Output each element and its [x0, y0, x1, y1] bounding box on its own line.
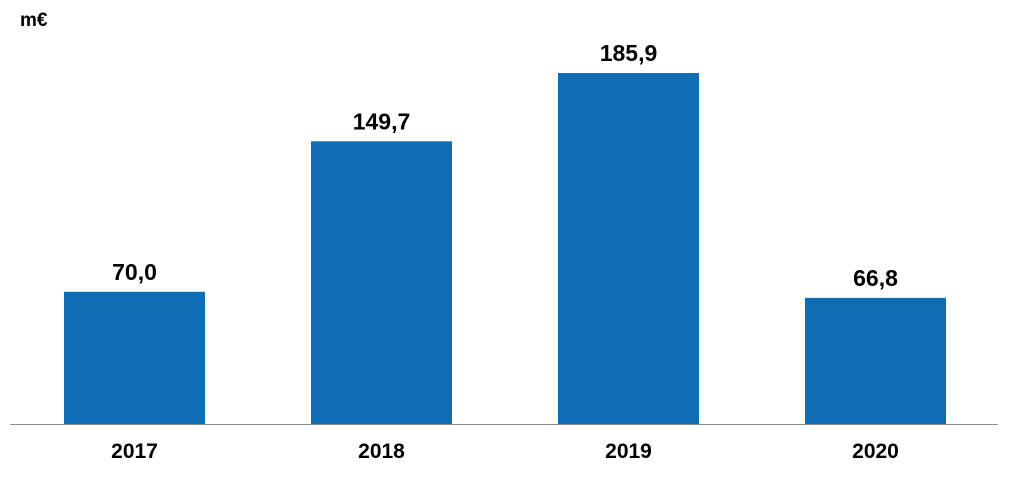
bar-2018 — [311, 141, 452, 425]
bar-2017 — [64, 291, 205, 424]
unit-label: m€ — [20, 10, 48, 31]
bar-2020 — [805, 297, 946, 424]
data-label-2019: 185,9 — [600, 40, 658, 66]
bars-group — [64, 73, 946, 425]
x-tick-label-2017: 2017 — [111, 440, 158, 463]
data-label-2020: 66,8 — [853, 265, 898, 291]
data-label-2018: 149,7 — [353, 108, 411, 134]
x-tick-label-2019: 2019 — [605, 440, 652, 463]
x-tick-label-2020: 2020 — [852, 440, 899, 463]
x-tick-label-2018: 2018 — [358, 440, 405, 463]
data-labels-group: 70,0 149,7 185,9 66,8 — [112, 40, 898, 291]
x-tick-labels-group: 2017 2018 2019 2020 — [111, 440, 899, 463]
bar-2019 — [558, 73, 699, 424]
data-label-2017: 70,0 — [112, 259, 157, 285]
